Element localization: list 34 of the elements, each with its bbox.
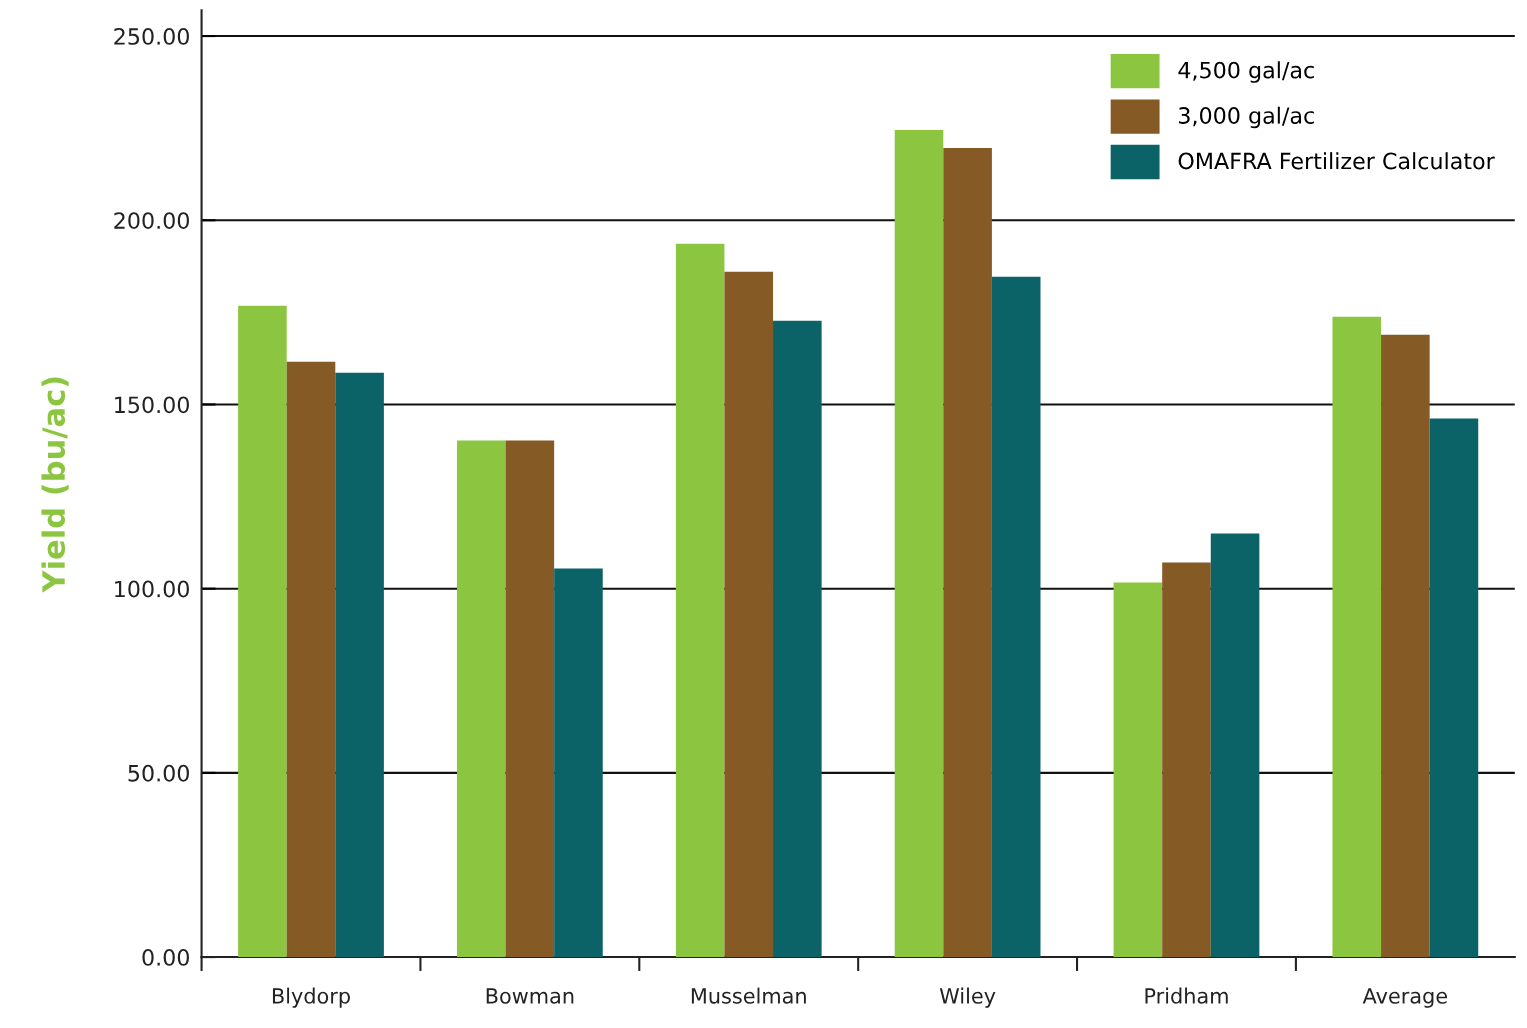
x-tick-label: Blydorp: [272, 987, 350, 1008]
bar: [554, 568, 603, 958]
bar: [991, 276, 1041, 958]
bar: [1429, 418, 1479, 958]
x-tick-label: Musselman: [691, 987, 806, 1004]
bar: [335, 372, 384, 958]
y-tick-label: 100.00: [115, 580, 189, 598]
bar: [724, 271, 774, 958]
bar: [943, 148, 992, 958]
legend-label: 3,000 gal/ac: [1179, 106, 1314, 129]
y-tick-label: 200.00: [114, 212, 189, 230]
y-tick-label: 50.00: [128, 764, 189, 782]
y-axis-title: Yield (bu/ac): [41, 377, 69, 593]
bar: [286, 361, 336, 958]
y-tick-label: 250.00: [114, 28, 189, 45]
bar: [773, 320, 822, 958]
bar: [1113, 582, 1163, 958]
x-tick-label: Wiley: [939, 987, 996, 1008]
legend-label: 4,500 gal/ac: [1178, 61, 1314, 83]
bar: [1162, 562, 1211, 958]
bar: [1332, 316, 1382, 958]
bar: [675, 243, 725, 958]
bar: [505, 440, 555, 958]
bar: [456, 440, 506, 958]
legend-label: OMAFRA Fertilizer Calculator: [1178, 152, 1495, 170]
bar: [1381, 334, 1430, 958]
x-tick-label: Bowman: [486, 988, 574, 1004]
bar: [238, 305, 287, 958]
bar: [894, 130, 944, 958]
x-tick-label: Pridham: [1145, 987, 1228, 1004]
y-tick-label: 0.00: [142, 949, 189, 966]
bar: [1210, 533, 1260, 958]
y-tick-label: 150.00: [115, 396, 189, 414]
x-tick-label: Average: [1362, 988, 1448, 1008]
